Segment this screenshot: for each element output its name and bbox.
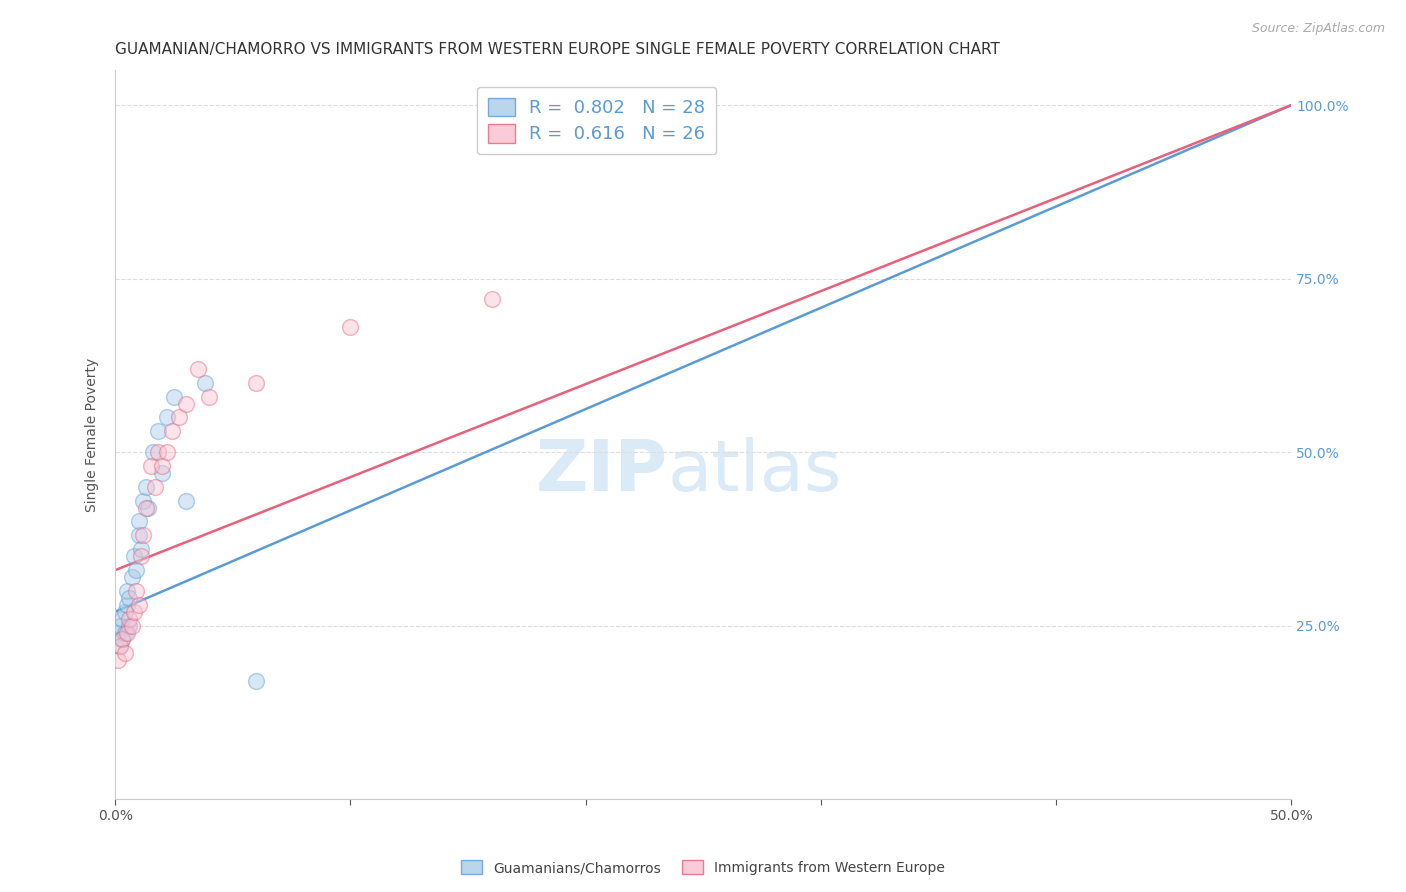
Text: Source: ZipAtlas.com: Source: ZipAtlas.com: [1251, 22, 1385, 36]
Point: [167, 410, 190, 425]
Point: [136, 500, 159, 515]
Point: [114, 605, 136, 619]
Point: [107, 625, 129, 640]
Point: [118, 591, 141, 605]
Point: [198, 390, 221, 404]
Text: ZIP: ZIP: [536, 437, 668, 506]
Point: [118, 618, 141, 632]
Point: [108, 640, 131, 654]
Point: [150, 466, 173, 480]
Point: [132, 493, 155, 508]
Point: [114, 625, 136, 640]
Point: [108, 640, 131, 654]
Text: atlas: atlas: [668, 437, 842, 506]
Point: [107, 653, 129, 667]
Point: [121, 618, 143, 632]
Point: [128, 598, 150, 612]
Point: [128, 515, 150, 529]
Point: [139, 458, 162, 473]
Point: [118, 612, 141, 626]
Text: GUAMANIAN/CHAMORRO VS IMMIGRANTS FROM WESTERN EUROPE SINGLE FEMALE POVERTY CORRE: GUAMANIAN/CHAMORRO VS IMMIGRANTS FROM WE…: [115, 42, 1000, 57]
Point: [129, 542, 152, 557]
Point: [115, 625, 138, 640]
Point: [245, 376, 267, 390]
Legend: Guamanians/Chamorros, Immigrants from Western Europe: Guamanians/Chamorros, Immigrants from We…: [456, 855, 950, 880]
Point: [156, 410, 179, 425]
Point: [122, 605, 145, 619]
Point: [339, 320, 361, 334]
Point: [187, 361, 209, 376]
Point: [122, 549, 145, 564]
Point: [125, 563, 148, 577]
Point: [174, 493, 197, 508]
Point: [146, 445, 169, 459]
Point: [135, 480, 157, 494]
Point: [135, 500, 157, 515]
Point: [194, 376, 217, 390]
Point: [481, 293, 503, 307]
Point: [111, 632, 134, 647]
Point: [111, 632, 134, 647]
Point: [115, 583, 138, 598]
Point: [160, 424, 183, 438]
Point: [156, 445, 179, 459]
Point: [174, 396, 197, 410]
Point: [115, 598, 138, 612]
Point: [150, 458, 173, 473]
Point: [245, 674, 267, 689]
Point: [128, 528, 150, 542]
Point: [129, 549, 152, 564]
Point: [125, 583, 148, 598]
Point: [108, 618, 131, 632]
Y-axis label: Single Female Poverty: Single Female Poverty: [86, 358, 100, 512]
Point: [163, 390, 186, 404]
Legend: R =  0.802   N = 28, R =  0.616   N = 26: R = 0.802 N = 28, R = 0.616 N = 26: [477, 87, 716, 154]
Point: [142, 445, 165, 459]
Point: [146, 424, 169, 438]
Point: [111, 612, 134, 626]
Point: [132, 528, 155, 542]
Point: [114, 646, 136, 660]
Point: [121, 570, 143, 584]
Point: [143, 480, 166, 494]
